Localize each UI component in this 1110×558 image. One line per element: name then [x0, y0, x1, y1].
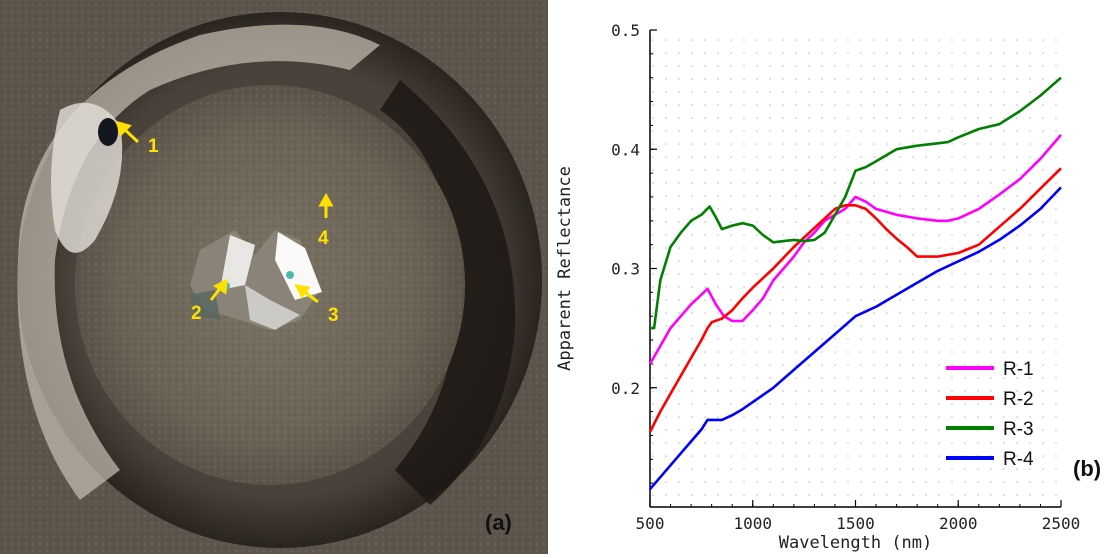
x-tick-label: 1000 — [733, 514, 772, 533]
x-tick-label: 1500 — [836, 514, 875, 533]
series-line-r-4 — [649, 186, 1062, 490]
x-tick-label: 2000 — [939, 514, 978, 533]
x-axis-label: Wavelength (nm) — [779, 533, 933, 553]
marker-label-4: 4 — [318, 228, 329, 249]
reflectance-chart: 500 1000 1500 2000 2500 0.2 0.3 0.4 0.5 R-1 R-2 R-… — [548, 0, 1110, 554]
y-tick-label: 0.4 — [611, 140, 640, 159]
legend-label-r-3: R-3 — [1003, 419, 1034, 440]
y-tick-label: 0.2 — [611, 379, 640, 398]
bright-rim — [17, 24, 380, 500]
legend: R-1 R-2 R-3 R-4 — [946, 359, 1034, 470]
marker-label-2: 2 — [191, 303, 202, 324]
legend-label-r-1: R-1 — [1003, 359, 1034, 380]
crater-image-panel: 1 2 3 4 (a) — [0, 0, 548, 554]
panel-a-label: (a) — [485, 510, 512, 535]
marker-label-1: 1 — [148, 136, 159, 157]
legend-label-r-4: R-4 — [1003, 449, 1034, 470]
panel-b-label: (b) — [1073, 456, 1101, 481]
series-line-r-3 — [650, 76, 1062, 330]
y-tick-label: 0.3 — [611, 260, 640, 279]
marker-label-3: 3 — [328, 305, 339, 326]
dark-spot-1 — [98, 118, 118, 146]
shadowed-wall — [380, 80, 516, 505]
marker-arrows — [115, 120, 334, 304]
x-tick-label: 2500 — [1042, 514, 1081, 533]
series-line-r-1 — [648, 134, 1062, 365]
crater-image: 1 2 3 4 (a) — [0, 0, 548, 554]
legend-label-r-2: R-2 — [1003, 389, 1034, 410]
y-tick-label: 0.5 — [611, 21, 640, 40]
plot-grid — [650, 30, 1061, 507]
y-axis-label: Apparent Reflectance — [555, 166, 575, 371]
x-tick-label: 500 — [636, 514, 665, 533]
series-line-r-2 — [648, 167, 1062, 433]
